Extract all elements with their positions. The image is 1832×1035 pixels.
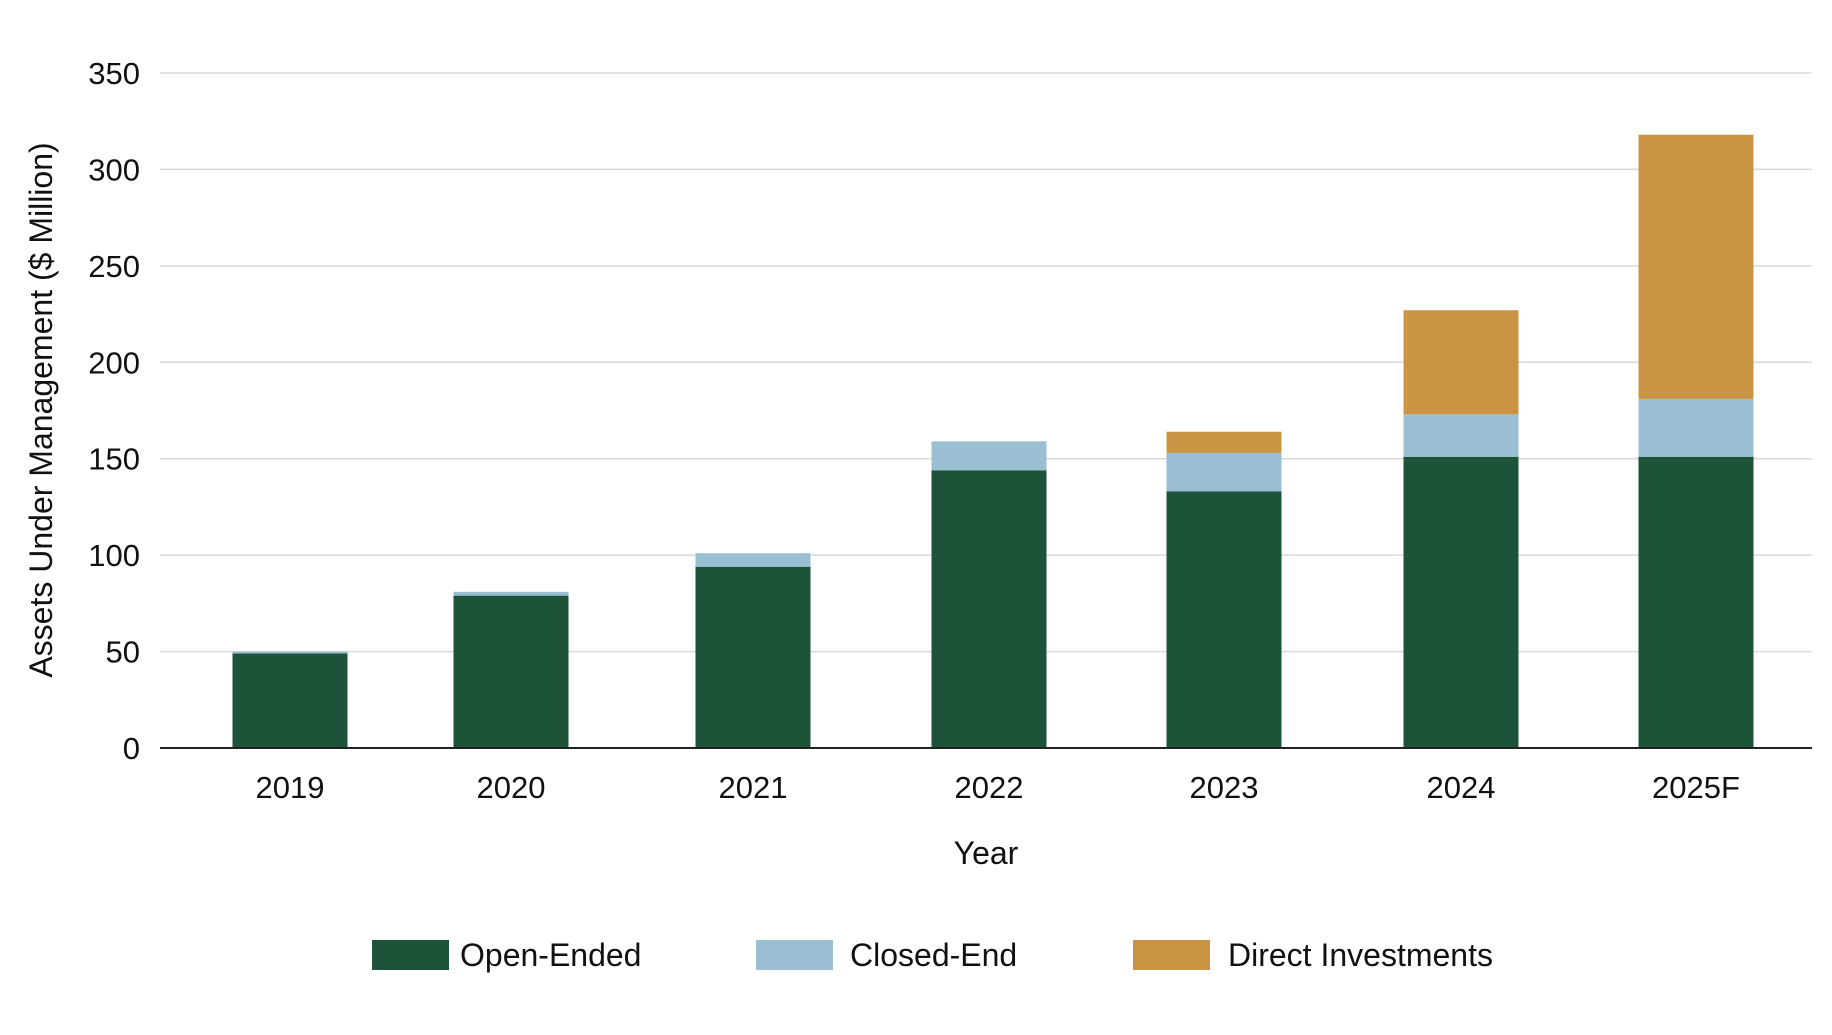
y-tick-label: 300 [88, 152, 140, 187]
bar-segment-closed-end [695, 553, 811, 567]
legend-label: Direct Investments [1228, 937, 1493, 973]
bar-segment-closed-end [931, 441, 1047, 471]
x-tick-label: 2021 [719, 770, 788, 805]
legend-item: Open-Ended [372, 937, 641, 973]
legend-item: Direct Investments [1133, 937, 1493, 973]
y-tick-label: 50 [106, 635, 140, 670]
y-tick-labels: 0 50 100 150 200 250 300 350 [88, 56, 140, 766]
legend: Open-Ended Closed-End Direct Investments [372, 937, 1493, 973]
bar-segment-open-ended [232, 653, 348, 748]
legend-swatch [372, 940, 449, 970]
y-tick-label: 150 [88, 442, 140, 477]
legend-label: Closed-End [850, 937, 1017, 973]
y-tick-label: 100 [88, 538, 140, 573]
bar-segment-open-ended [931, 470, 1047, 748]
bar-segment-open-ended [1638, 456, 1754, 748]
bar-segment-closed-end [232, 651, 348, 654]
y-tick-label: 200 [88, 345, 140, 380]
bar-segment-closed-end [1166, 452, 1282, 492]
y-axis-title: Assets Under Management ($ Million) [23, 142, 59, 677]
x-tick-label: 2025F [1652, 770, 1740, 805]
bar-segment-closed-end [1638, 398, 1754, 457]
bars [232, 134, 1754, 748]
legend-item: Closed-End [756, 937, 1017, 973]
x-tick-label: 2019 [256, 770, 325, 805]
x-tick-label: 2020 [477, 770, 546, 805]
x-tick-labels: 2019 2020 2021 2022 2023 2024 2025F [256, 770, 1740, 805]
bar-segment-closed-end [453, 591, 569, 596]
legend-swatch [1133, 940, 1210, 970]
x-tick-label: 2024 [1427, 770, 1496, 805]
x-tick-label: 2023 [1190, 770, 1259, 805]
bar-segment-open-ended [1166, 491, 1282, 748]
bar-segment-direct-investments [1638, 134, 1754, 399]
x-axis-title: Year [954, 835, 1019, 871]
bar-segment-open-ended [695, 566, 811, 748]
legend-label: Open-Ended [460, 937, 641, 973]
y-tick-label: 350 [88, 56, 140, 91]
bar-segment-closed-end [1403, 414, 1519, 457]
bar-segment-direct-investments [1403, 310, 1519, 415]
bar-segment-open-ended [1403, 456, 1519, 748]
bar-segment-open-ended [453, 595, 569, 748]
x-tick-label: 2022 [955, 770, 1024, 805]
y-tick-label: 250 [88, 249, 140, 284]
bar-segment-direct-investments [1166, 431, 1282, 453]
legend-swatch [756, 940, 833, 970]
y-tick-label: 0 [123, 731, 140, 766]
